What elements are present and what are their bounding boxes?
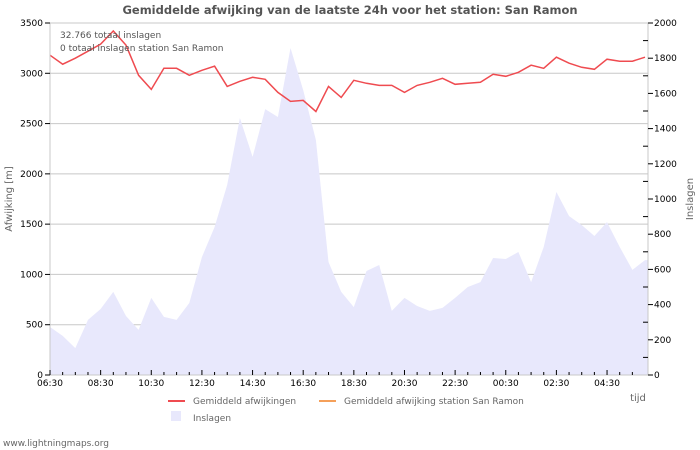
legend-afwijking-label: Gemiddeld afwijkingen [193, 397, 296, 407]
svg-text:1200: 1200 [654, 160, 677, 170]
svg-text:2500: 2500 [20, 120, 43, 130]
svg-text:14:30: 14:30 [240, 379, 266, 389]
svg-text:1400: 1400 [654, 125, 677, 135]
svg-text:04:30: 04:30 [594, 379, 620, 389]
legend-inslagen-label: Inslagen [193, 414, 231, 424]
svg-text:2000: 2000 [654, 19, 677, 29]
svg-text:3000: 3000 [20, 69, 43, 79]
legend: Gemiddeld afwijkingen Gemiddeld afwijkin… [168, 397, 524, 424]
svg-text:16:30: 16:30 [290, 379, 316, 389]
x-axis-label: tijd [630, 393, 646, 404]
right-axis-label: Inslagen [685, 178, 696, 220]
svg-text:1800: 1800 [654, 54, 677, 64]
info-station-strikes: 0 totaal inslagen station San Ramon [60, 44, 223, 54]
svg-text:1500: 1500 [20, 220, 43, 230]
svg-text:1000: 1000 [20, 270, 43, 280]
svg-text:20:30: 20:30 [392, 379, 418, 389]
afwijking-line [49, 29, 646, 113]
svg-text:800: 800 [654, 230, 671, 240]
svg-text:22:30: 22:30 [442, 379, 468, 389]
footer-source: www.lightningmaps.org [3, 439, 109, 449]
left-axis-ticks: 0 500 1000 1500 2000 2500 3000 3500 [20, 19, 50, 381]
svg-text:02:30: 02:30 [543, 379, 569, 389]
svg-text:200: 200 [654, 336, 671, 346]
svg-text:00:30: 00:30 [493, 379, 519, 389]
legend-inslagen-swatch [171, 411, 181, 421]
svg-text:400: 400 [654, 301, 671, 311]
svg-text:1600: 1600 [654, 89, 677, 99]
svg-text:1000: 1000 [654, 195, 677, 205]
svg-text:2000: 2000 [20, 170, 43, 180]
svg-text:600: 600 [654, 265, 671, 275]
svg-text:3500: 3500 [20, 19, 43, 29]
svg-text:18:30: 18:30 [341, 379, 367, 389]
svg-text:0: 0 [654, 371, 660, 381]
chart-title: Gemiddelde afwijking van de laatste 24h … [122, 3, 577, 17]
info-total-strikes: 32.766 totaal inslagen [60, 31, 161, 41]
left-axis-label: Afwijking [m] [4, 166, 15, 232]
right-axis-ticks: 0 200 400 600 800 1000 1200 1400 1600 1800 2000 [643, 19, 677, 381]
svg-text:10:30: 10:30 [138, 379, 164, 389]
legend-station-label: Gemiddeld afwijking station San Ramon [344, 397, 524, 407]
inslagen-area [50, 48, 648, 375]
svg-text:500: 500 [26, 321, 43, 331]
svg-text:08:30: 08:30 [88, 379, 114, 389]
svg-text:12:30: 12:30 [189, 379, 215, 389]
x-axis-ticks: 06:30 08:30 10:30 12:30 14:30 16:30 18:30 20:30… [37, 370, 633, 389]
svg-text:0: 0 [37, 371, 43, 381]
svg-text:06:30: 06:30 [37, 379, 63, 389]
